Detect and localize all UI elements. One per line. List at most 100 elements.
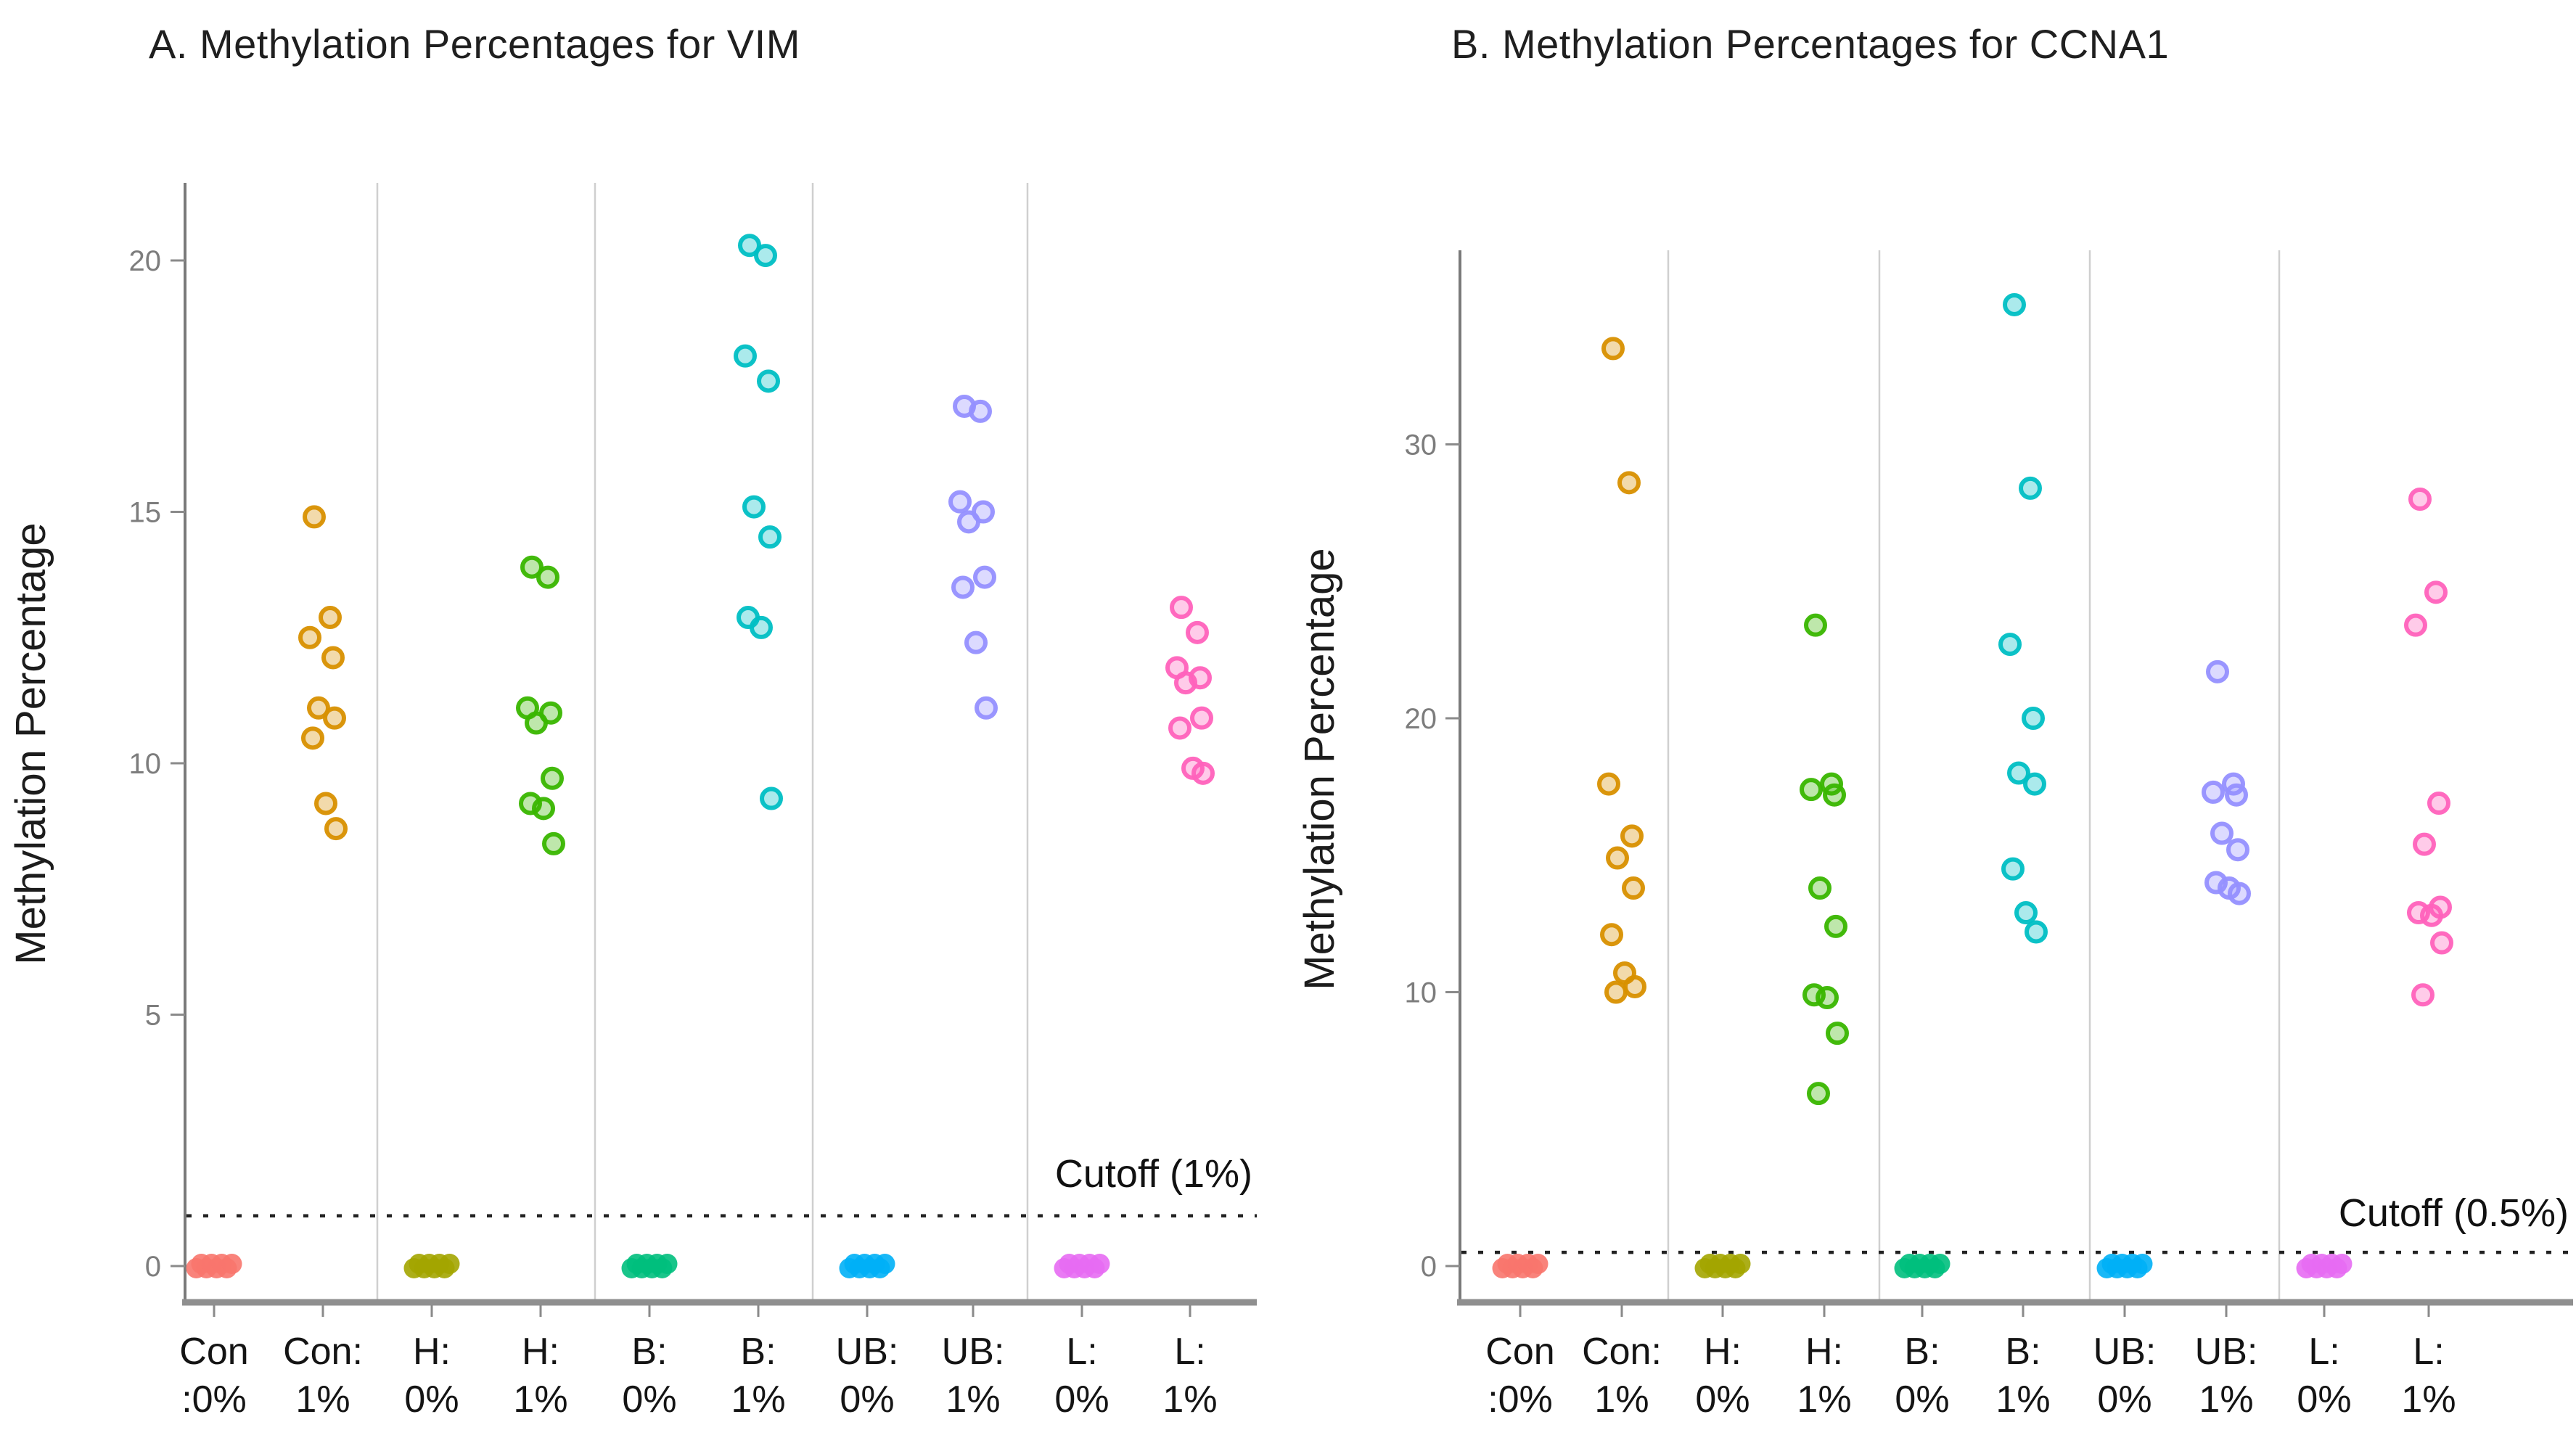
y-tick-label: 5 xyxy=(145,1000,161,1032)
x-tick-label-line1: Con: xyxy=(1582,1331,1662,1373)
data-point xyxy=(757,369,780,393)
x-tick-label-line2: :0% xyxy=(181,1379,247,1421)
data-point xyxy=(2226,838,2249,862)
x-tick-label-line2: 0% xyxy=(1895,1379,1949,1421)
data-point xyxy=(2014,901,2038,925)
data-point xyxy=(1998,633,2022,657)
data-point xyxy=(1617,471,1641,495)
data-point xyxy=(314,792,337,815)
x-tick-label-line2: 0% xyxy=(1054,1379,1109,1421)
zero-cluster-point xyxy=(439,1254,460,1274)
data-point xyxy=(1826,1022,1849,1045)
data-point xyxy=(2025,920,2048,944)
zero-cluster-point xyxy=(874,1254,895,1274)
cutoff-label: Cutoff (0.5%) xyxy=(2339,1191,2569,1235)
y-tick-label: 20 xyxy=(129,245,162,277)
data-point xyxy=(742,495,766,519)
data-point xyxy=(2408,488,2432,511)
x-tick-label-line2: 1% xyxy=(1162,1379,1217,1421)
y-tick-label: 10 xyxy=(129,748,162,780)
data-point xyxy=(2430,931,2453,955)
x-tick-label-line1: B: xyxy=(631,1331,667,1373)
data-point xyxy=(1808,876,1831,900)
x-tick-label-line2: :0% xyxy=(1488,1379,1553,1421)
data-point xyxy=(536,565,559,589)
zero-cluster-point xyxy=(657,1254,678,1274)
data-point xyxy=(1168,716,1191,740)
data-point xyxy=(525,711,548,735)
x-tick-label-line1: H: xyxy=(1805,1331,1843,1373)
data-point xyxy=(1190,706,1213,730)
x-tick-label-line2: 1% xyxy=(731,1379,785,1421)
zero-cluster-point xyxy=(1089,1254,1110,1274)
x-tick-label-line2: 1% xyxy=(946,1379,1000,1421)
data-point xyxy=(2413,832,2436,856)
data-point xyxy=(2202,780,2225,804)
data-point xyxy=(2022,707,2045,730)
cutoff-label: Cutoff (1%) xyxy=(1055,1152,1252,1196)
x-tick-label-line2: 0% xyxy=(622,1379,676,1421)
data-point xyxy=(2210,821,2234,845)
data-point xyxy=(1604,980,1628,1004)
x-tick-label-line1: B: xyxy=(1904,1331,1940,1373)
y-tick-label: 15 xyxy=(129,497,162,529)
data-point xyxy=(975,696,998,720)
x-tick-label-line1: H: xyxy=(1704,1331,1742,1373)
x-tick-label-line2: 1% xyxy=(513,1379,567,1421)
x-tick-label-line1: H: xyxy=(413,1331,451,1373)
data-point xyxy=(1174,671,1197,695)
data-point xyxy=(2206,660,2229,683)
data-point xyxy=(969,399,992,423)
x-tick-label-line1: H: xyxy=(522,1331,559,1373)
data-point xyxy=(758,525,782,549)
data-point xyxy=(321,646,345,670)
x-tick-label-line2: 1% xyxy=(295,1379,350,1421)
data-point xyxy=(303,505,326,529)
x-tick-label-line1: UB: xyxy=(2195,1331,2258,1373)
data-point xyxy=(1191,761,1215,785)
data-point xyxy=(973,565,996,589)
zero-cluster-point xyxy=(221,1254,242,1274)
y-axis-label: Methylation Percentage xyxy=(1296,548,1343,990)
x-tick-label-line1: Con xyxy=(179,1331,248,1373)
data-point xyxy=(520,555,543,579)
data-point xyxy=(319,606,342,630)
data-point xyxy=(760,786,783,810)
data-point xyxy=(1600,923,1623,947)
data-point xyxy=(2001,857,2025,881)
data-point xyxy=(323,706,346,730)
data-point xyxy=(957,510,980,534)
x-tick-label-line1: L: xyxy=(2413,1331,2444,1373)
data-point xyxy=(1623,974,1646,998)
x-tick-label-line2: 0% xyxy=(1695,1379,1750,1421)
x-tick-label-line1: B: xyxy=(2005,1331,2040,1373)
data-point xyxy=(2424,580,2448,604)
x-tick-label-line2: 1% xyxy=(2199,1379,2253,1421)
x-tick-label-line1: UB: xyxy=(836,1331,899,1373)
data-point xyxy=(1597,772,1620,796)
panel-a-title: A. Methylation Percentages for VIM xyxy=(149,21,800,67)
data-point xyxy=(2225,783,2248,807)
y-tick-label: 0 xyxy=(145,1251,161,1283)
data-point xyxy=(307,696,330,720)
x-tick-label-line2: 1% xyxy=(1995,1379,2050,1421)
data-point xyxy=(734,344,757,368)
data-point xyxy=(754,244,777,268)
data-point xyxy=(1807,1082,1830,1106)
data-point xyxy=(738,234,761,258)
data-point xyxy=(1606,846,1629,870)
x-tick-label-line2: 1% xyxy=(1594,1379,1649,1421)
zero-cluster-point xyxy=(2132,1254,2153,1274)
data-point xyxy=(2404,613,2427,637)
data-point xyxy=(2411,983,2435,1007)
x-tick-label-line1: Con: xyxy=(283,1331,363,1373)
panel-b-title: B. Methylation Percentages for CCNA1 xyxy=(1451,21,2170,67)
data-point xyxy=(750,615,773,639)
zero-cluster-point xyxy=(2331,1254,2353,1274)
x-tick-label-line2: 1% xyxy=(2401,1379,2456,1421)
x-tick-label-line2: 0% xyxy=(2097,1379,2152,1421)
zero-cluster-point xyxy=(1929,1254,1951,1274)
x-tick-label-line1: UB: xyxy=(942,1331,1005,1373)
